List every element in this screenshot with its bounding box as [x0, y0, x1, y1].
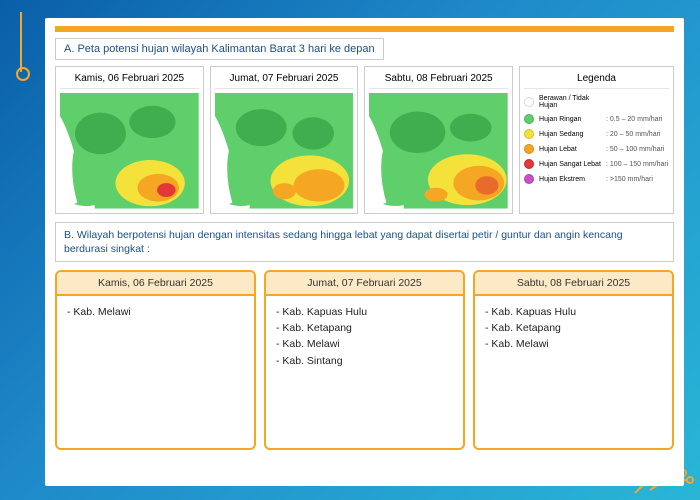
region-list-item: - Kab. Ketapang: [276, 320, 453, 336]
legend-item: Berawan / Tidak Hujan: [524, 95, 669, 109]
region-list-item: - Kab. Melawi: [276, 336, 453, 352]
legend-range: : 100 – 150 mm/hari: [606, 161, 668, 168]
legend-label: Hujan Sangat Lebat: [539, 161, 601, 168]
region-list: - Kab. Kapuas Hulu- Kab. Ketapang- Kab. …: [266, 296, 463, 377]
region-card-day2: Jumat, 07 Februari 2025 - Kab. Kapuas Hu…: [264, 270, 465, 450]
region-list-item: - Kab. Sintang: [276, 353, 453, 369]
region-header: Kamis, 06 Februari 2025: [57, 272, 254, 296]
map-card-day1: Kamis, 06 Februari 2025: [55, 66, 204, 214]
map-header: Kamis, 06 Februari 2025: [60, 71, 199, 89]
region-list-item: - Kab. Kapuas Hulu: [485, 304, 662, 320]
legend-label: Berawan / Tidak Hujan: [539, 95, 601, 109]
legend-dot-icon: [524, 174, 534, 184]
legend-dot-icon: [524, 129, 534, 139]
map-header: Jumat, 07 Februari 2025: [215, 71, 354, 89]
legend-body: Berawan / Tidak Hujan Hujan Ringan : 0.5 –…: [524, 95, 669, 189]
legend-header: Legenda: [524, 71, 669, 89]
legend-dot-icon: [524, 159, 534, 169]
legend-item: Hujan Lebat : 50 – 100 mm/hari: [524, 144, 669, 154]
map-card-day3: Sabtu, 08 Februari 2025: [364, 66, 513, 214]
region-card-day1: Kamis, 06 Februari 2025 - Kab. Melawi: [55, 270, 256, 450]
legend-card: Legenda Berawan / Tidak Hujan Hujan Ringa…: [519, 66, 674, 214]
section-a-title: A. Peta potensi hujan wilayah Kalimantan…: [55, 38, 384, 60]
map-card-day2: Jumat, 07 Februari 2025: [210, 66, 359, 214]
decorative-circuit-left: [8, 12, 36, 92]
top-accent-bar: [55, 26, 674, 32]
map-header: Sabtu, 08 Februari 2025: [369, 71, 508, 89]
region-header: Jumat, 07 Februari 2025: [266, 272, 463, 296]
legend-range: : 0.5 – 20 mm/hari: [606, 116, 662, 123]
region-list: - Kab. Melawi: [57, 296, 254, 328]
main-panel: A. Peta potensi hujan wilayah Kalimantan…: [45, 18, 684, 486]
region-list-item: - Kab. Kapuas Hulu: [276, 304, 453, 320]
maps-row: Kamis, 06 Februari 2025 Jumat, 07 Februa…: [55, 66, 674, 214]
legend-dot-icon: [524, 144, 534, 154]
map-image: [215, 93, 354, 209]
region-list: - Kab. Kapuas Hulu- Kab. Ketapang- Kab. …: [475, 296, 672, 361]
legend-item: Hujan Ekstrem : >150 mm/hari: [524, 174, 669, 184]
legend-item: Hujan Ringan : 0.5 – 20 mm/hari: [524, 114, 669, 124]
map-image: [369, 93, 508, 209]
region-list-item: - Kab. Melawi: [485, 336, 662, 352]
legend-label: Hujan Ringan: [539, 116, 601, 123]
legend-range: : >150 mm/hari: [606, 176, 653, 183]
region-list-item: - Kab. Ketapang: [485, 320, 662, 336]
legend-item: Hujan Sedang : 20 – 50 mm/hari: [524, 129, 669, 139]
region-row: Kamis, 06 Februari 2025 - Kab. Melawi Ju…: [55, 270, 674, 450]
region-header: Sabtu, 08 Februari 2025: [475, 272, 672, 296]
legend-label: Hujan Sedang: [539, 131, 601, 138]
legend-range: : 20 – 50 mm/hari: [606, 131, 660, 138]
legend-item: Hujan Sangat Lebat : 100 – 150 mm/hari: [524, 159, 669, 169]
region-list-item: - Kab. Melawi: [67, 304, 244, 320]
legend-range: : 50 – 100 mm/hari: [606, 146, 664, 153]
legend-dot-icon: [524, 114, 534, 124]
legend-label: Hujan Ekstrem: [539, 176, 601, 183]
legend-dot-icon: [524, 97, 534, 107]
section-b-title: B. Wilayah berpotensi hujan dengan inten…: [55, 222, 674, 262]
legend-label: Hujan Lebat: [539, 146, 601, 153]
region-card-day3: Sabtu, 08 Februari 2025 - Kab. Kapuas Hu…: [473, 270, 674, 450]
map-image: [60, 93, 199, 209]
